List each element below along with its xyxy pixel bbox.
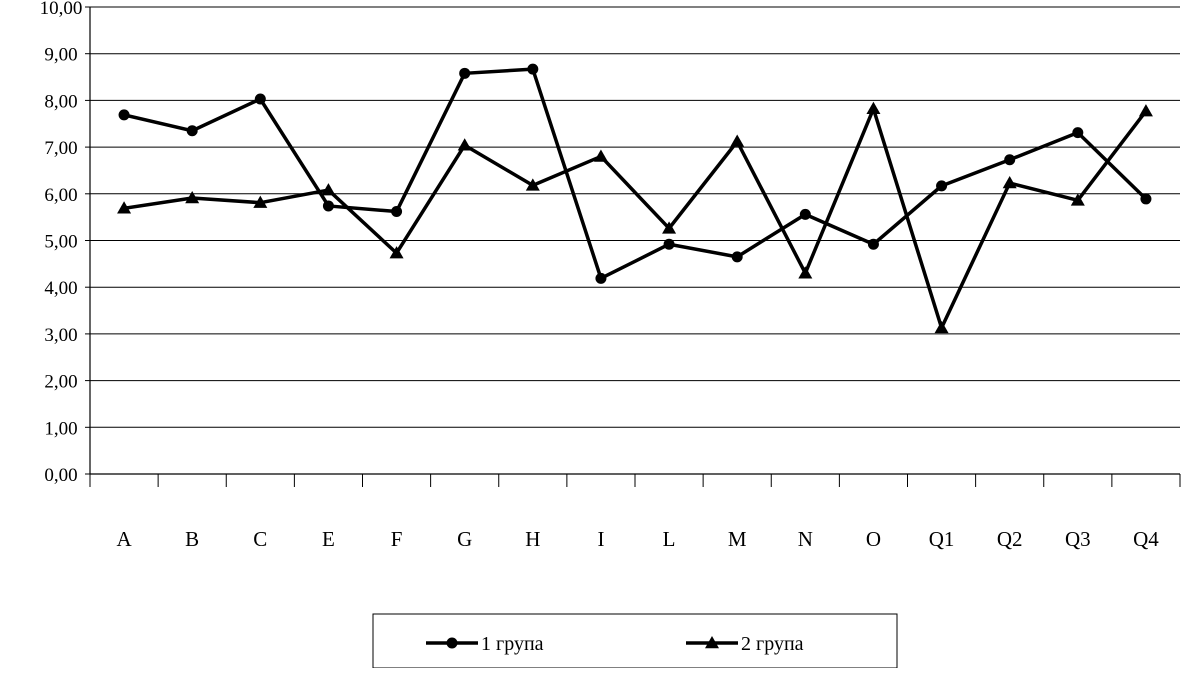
series-line xyxy=(123,67,1148,281)
x-tick-label: N xyxy=(798,527,813,551)
data-point-triangle xyxy=(253,195,268,208)
data-point-triangle xyxy=(185,191,200,204)
x-tick-label: B xyxy=(185,527,199,551)
x-tick-label: H xyxy=(525,527,540,551)
data-point-triangle xyxy=(1138,104,1153,117)
data-point-triangle xyxy=(866,101,881,115)
x-tick-label: Q3 xyxy=(1065,527,1091,551)
data-point-triangle xyxy=(389,246,404,259)
x-tick-label: Q2 xyxy=(997,527,1023,551)
y-tick-label: 8,00 xyxy=(44,91,77,112)
y-tick-label: 9,00 xyxy=(44,45,77,66)
x-tick-label: I xyxy=(597,527,604,551)
y-tick-label: 1,00 xyxy=(44,418,77,439)
data-point-triangle xyxy=(1070,193,1085,206)
y-tick-label: 3,00 xyxy=(44,325,77,346)
data-point-circle xyxy=(663,238,675,250)
data-point-triangle xyxy=(662,221,677,234)
x-tick-label: M xyxy=(728,527,747,551)
series-2 xyxy=(117,101,1153,334)
data-point-circle xyxy=(731,251,743,263)
data-point-circle xyxy=(1140,193,1152,205)
data-point-triangle xyxy=(321,183,336,196)
y-axis-tick-labels: 0,00 1,00 2,00 3,00 4,00 5,00 6,00 7,00 8,00 9,00… xyxy=(40,0,83,486)
data-point-circle xyxy=(391,206,403,218)
x-tick-label: L xyxy=(663,527,676,551)
data-point-circle xyxy=(322,200,334,212)
legend: 1 група 2 група xyxy=(372,613,898,669)
gridlines xyxy=(90,6,1180,428)
x-tick-label: Q1 xyxy=(929,527,955,551)
data-point-triangle xyxy=(798,266,813,279)
data-point-triangle xyxy=(593,149,608,162)
data-point-circle xyxy=(1072,127,1084,139)
data-point-circle xyxy=(459,67,471,79)
data-point-triangle xyxy=(934,320,949,334)
data-point-triangle xyxy=(1002,176,1017,189)
x-tick-label: E xyxy=(322,527,335,551)
y-tick-label: 4,00 xyxy=(44,278,77,299)
x-tick-label: G xyxy=(457,527,472,551)
data-point-triangle xyxy=(457,138,472,151)
series-lines xyxy=(117,63,1153,334)
x-tick-label: C xyxy=(253,527,267,551)
data-point-circle xyxy=(936,180,948,192)
data-point-triangle xyxy=(705,636,719,649)
data-point-triangle xyxy=(730,134,745,147)
x-tick-label: Q4 xyxy=(1133,527,1159,551)
data-point-circle xyxy=(254,93,266,105)
data-point-circle xyxy=(186,125,198,137)
data-point-triangle xyxy=(117,201,132,214)
data-point-circle xyxy=(595,272,607,284)
data-point-triangle xyxy=(525,178,540,191)
x-tick-label: O xyxy=(866,527,881,551)
y-tick-label: 7,00 xyxy=(44,138,77,159)
x-tick-label: F xyxy=(391,527,403,551)
series-line xyxy=(123,107,1148,330)
y-tick-label: 0,00 xyxy=(44,465,77,486)
x-axis-tick-labels: A B C E F G H I L M N O Q1 Q2 Q3 Q4 xyxy=(116,527,1159,551)
legend-box xyxy=(372,613,898,669)
data-point-circle xyxy=(799,208,811,220)
data-point-circle xyxy=(446,637,458,649)
series-1 xyxy=(118,63,1152,284)
x-tick-label: A xyxy=(116,527,132,551)
axes xyxy=(85,6,1181,487)
data-point-circle xyxy=(527,63,539,75)
y-tick-label: 5,00 xyxy=(44,232,77,253)
y-tick-label: 10,00 xyxy=(40,0,83,19)
legend-entry-1: 1 група xyxy=(426,633,544,655)
data-point-circle xyxy=(867,238,879,250)
data-point-circle xyxy=(1004,154,1016,166)
y-tick-label: 6,00 xyxy=(44,185,77,206)
legend-entry-2: 2 група xyxy=(686,633,804,655)
legend-label: 2 група xyxy=(741,633,804,655)
y-tick-label: 2,00 xyxy=(44,372,77,393)
data-point-circle xyxy=(118,109,130,121)
legend-label: 1 група xyxy=(481,633,544,655)
